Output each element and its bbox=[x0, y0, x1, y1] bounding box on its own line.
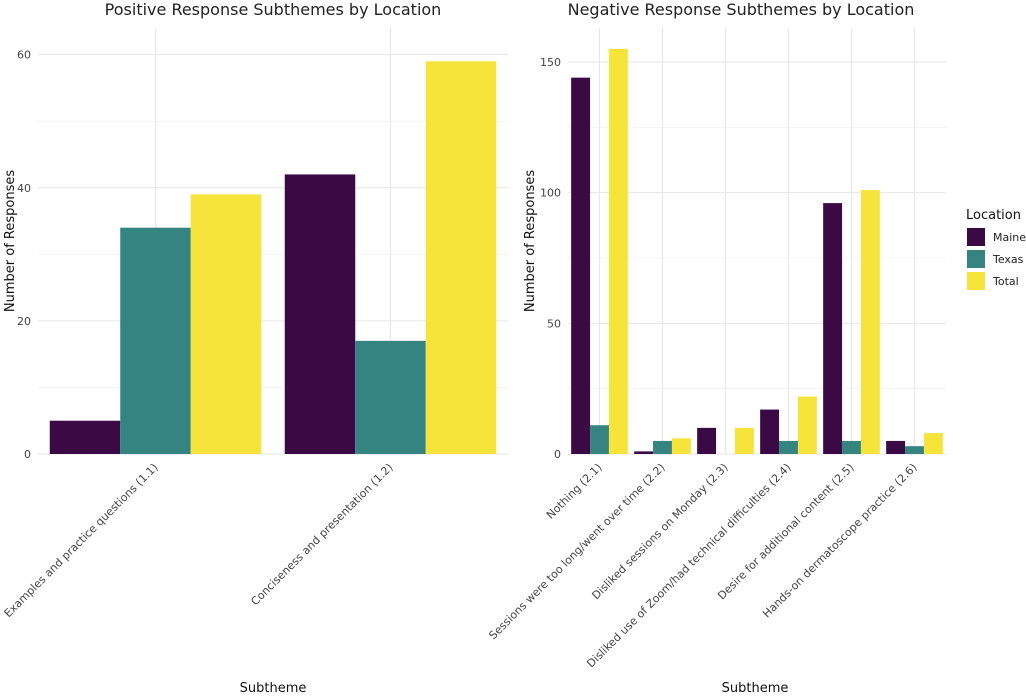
positive-bar-total bbox=[425, 61, 497, 454]
negative-bar-total bbox=[608, 48, 628, 455]
legend-title: Location bbox=[966, 208, 1021, 223]
negative-y-tick-label: 150 bbox=[540, 56, 561, 69]
negative-bar-maine bbox=[823, 203, 843, 454]
positive-bar-texas bbox=[120, 227, 191, 454]
negative-y-axis-title: Number of Responses bbox=[523, 170, 538, 312]
negative-x-tick-label: Desire for additional content (2.5) bbox=[715, 461, 856, 602]
negative-x-tick-label: Nothing (2.1) bbox=[544, 461, 605, 522]
negative-bar-texas bbox=[779, 440, 798, 454]
negative-bar-maine bbox=[697, 427, 717, 454]
negative-bar-total bbox=[671, 438, 691, 454]
negative-bar-total bbox=[734, 427, 754, 454]
positive-bar-total bbox=[190, 194, 262, 454]
positive-chart-panel: 0 20 40 60 Examples and practice questions (… bbox=[2, 0, 508, 696]
positive-x-axis-title: Subtheme bbox=[240, 681, 307, 696]
positive-x-tick-label: Examples and practice questions (1.1) bbox=[2, 461, 161, 620]
positive-y-tick-label: 40 bbox=[17, 182, 31, 195]
legend-swatch-maine bbox=[967, 228, 985, 246]
positive-bar-maine bbox=[49, 420, 121, 454]
positive-chart-title: Positive Response Subthemes by Location bbox=[105, 0, 442, 19]
negative-bar-maine bbox=[571, 77, 591, 455]
legend-label-texas: Texas bbox=[992, 253, 1024, 266]
positive-y-tick-label: 0 bbox=[24, 448, 31, 461]
negative-bar-texas bbox=[905, 446, 924, 454]
negative-x-axis-title: Subtheme bbox=[722, 681, 789, 696]
legend-swatch-texas bbox=[967, 250, 985, 268]
legend-label-total: Total bbox=[992, 275, 1019, 288]
negative-y-tick-label: 100 bbox=[540, 187, 561, 200]
positive-x-tick-label: Conciseness and presentation (1.2) bbox=[248, 461, 395, 608]
negative-bar-texas bbox=[842, 440, 861, 454]
legend-swatch-total bbox=[967, 272, 985, 290]
positive-y-tick-label: 20 bbox=[17, 315, 31, 328]
negative-bar-total bbox=[797, 396, 817, 454]
positive-y-tick-label: 60 bbox=[17, 49, 31, 62]
negative-bar-total bbox=[923, 433, 943, 454]
positive-bar-maine bbox=[284, 174, 356, 454]
legend: Location Maine Texas Total bbox=[966, 208, 1026, 290]
negative-bar-maine bbox=[760, 409, 780, 454]
positive-y-axis-title: Number of Responses bbox=[3, 170, 18, 312]
legend-label-maine: Maine bbox=[993, 231, 1026, 244]
negative-bar-texas bbox=[653, 440, 672, 454]
negative-y-tick-label: 50 bbox=[547, 317, 561, 330]
negative-bar-maine bbox=[634, 451, 654, 454]
positive-bar-texas bbox=[355, 340, 426, 454]
negative-bar-total bbox=[860, 190, 880, 454]
negative-y-tick-label: 0 bbox=[554, 448, 561, 461]
negative-bar-texas bbox=[590, 425, 609, 454]
negative-chart-title: Negative Response Subthemes by Location bbox=[568, 0, 915, 19]
negative-x-tick-label: Disliked sessions on Monday (2.3) bbox=[589, 461, 730, 602]
negative-bar-maine bbox=[886, 440, 906, 454]
